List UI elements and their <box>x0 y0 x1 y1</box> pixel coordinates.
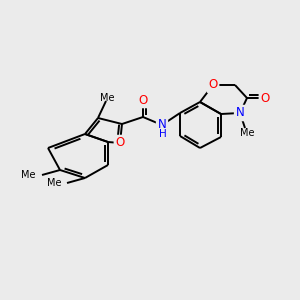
Text: O: O <box>208 79 217 92</box>
Text: Me: Me <box>240 128 254 138</box>
Text: H: H <box>159 129 167 139</box>
Text: Me: Me <box>100 93 114 103</box>
Text: Me: Me <box>46 178 61 188</box>
Text: O: O <box>260 92 270 104</box>
Text: N: N <box>236 106 244 119</box>
Text: O: O <box>116 136 124 149</box>
Text: O: O <box>138 94 148 106</box>
Text: Me: Me <box>22 170 36 180</box>
Text: N: N <box>158 118 166 131</box>
